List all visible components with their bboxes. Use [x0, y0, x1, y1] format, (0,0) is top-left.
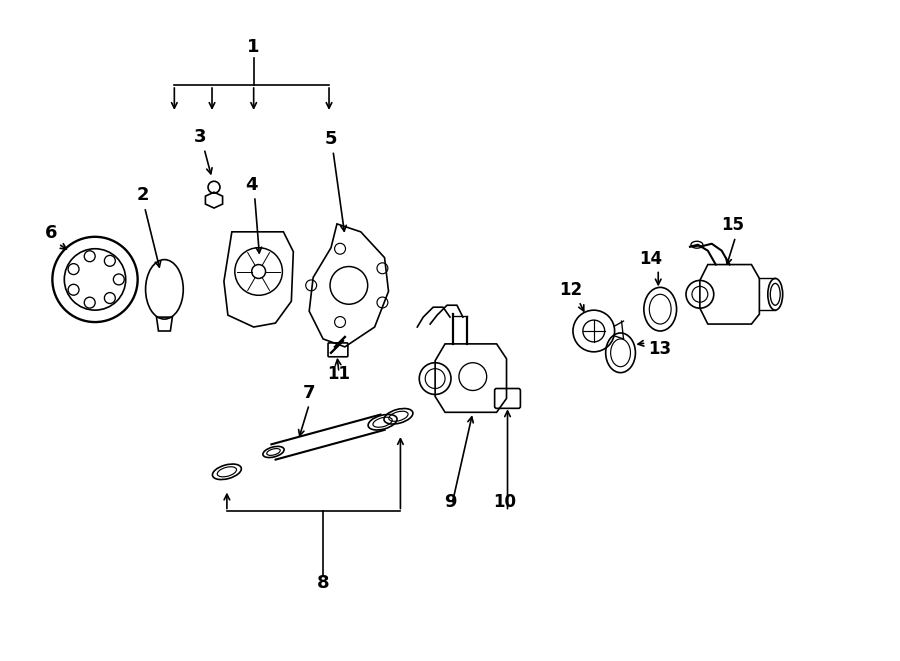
- Text: 10: 10: [493, 494, 516, 512]
- Text: 2: 2: [137, 186, 148, 204]
- Text: 5: 5: [325, 130, 338, 147]
- Text: 4: 4: [246, 176, 258, 194]
- Text: 8: 8: [317, 574, 329, 592]
- Text: 12: 12: [560, 282, 582, 299]
- Text: 15: 15: [721, 216, 744, 234]
- Text: 11: 11: [328, 365, 350, 383]
- Text: 7: 7: [303, 385, 315, 403]
- Text: 14: 14: [639, 250, 662, 268]
- Text: 13: 13: [648, 340, 671, 358]
- Text: 3: 3: [194, 128, 206, 145]
- Text: 1: 1: [248, 38, 260, 56]
- Text: 9: 9: [444, 494, 456, 512]
- Text: 6: 6: [45, 224, 58, 242]
